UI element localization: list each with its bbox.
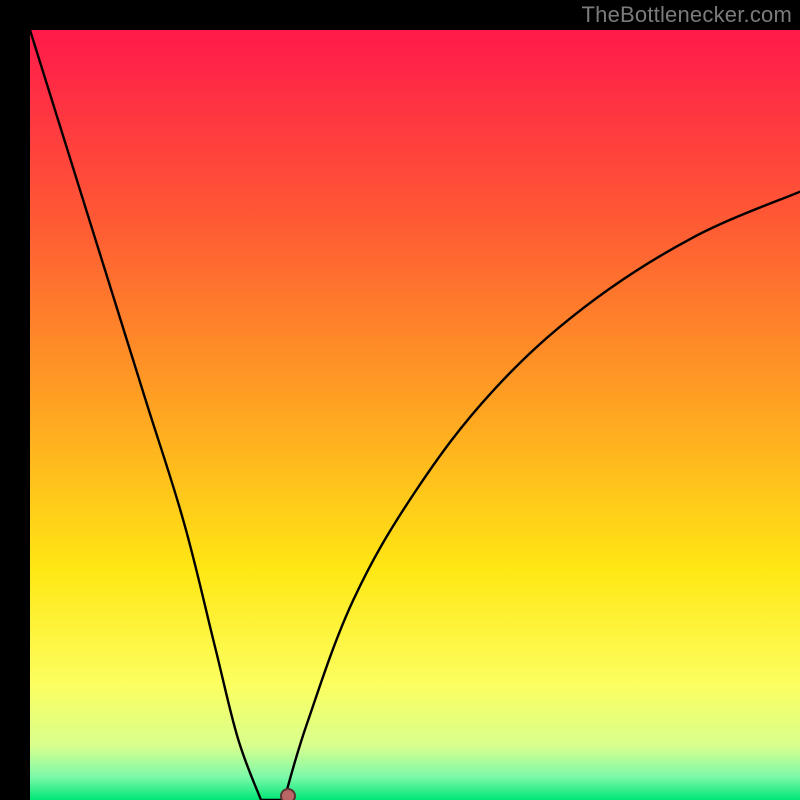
chart-frame: TheBottlenecker.com [0, 0, 800, 800]
v-curve [30, 30, 800, 800]
bottleneck-marker [280, 788, 296, 800]
plot-area [30, 30, 800, 800]
watermark-text: TheBottlenecker.com [582, 2, 792, 28]
